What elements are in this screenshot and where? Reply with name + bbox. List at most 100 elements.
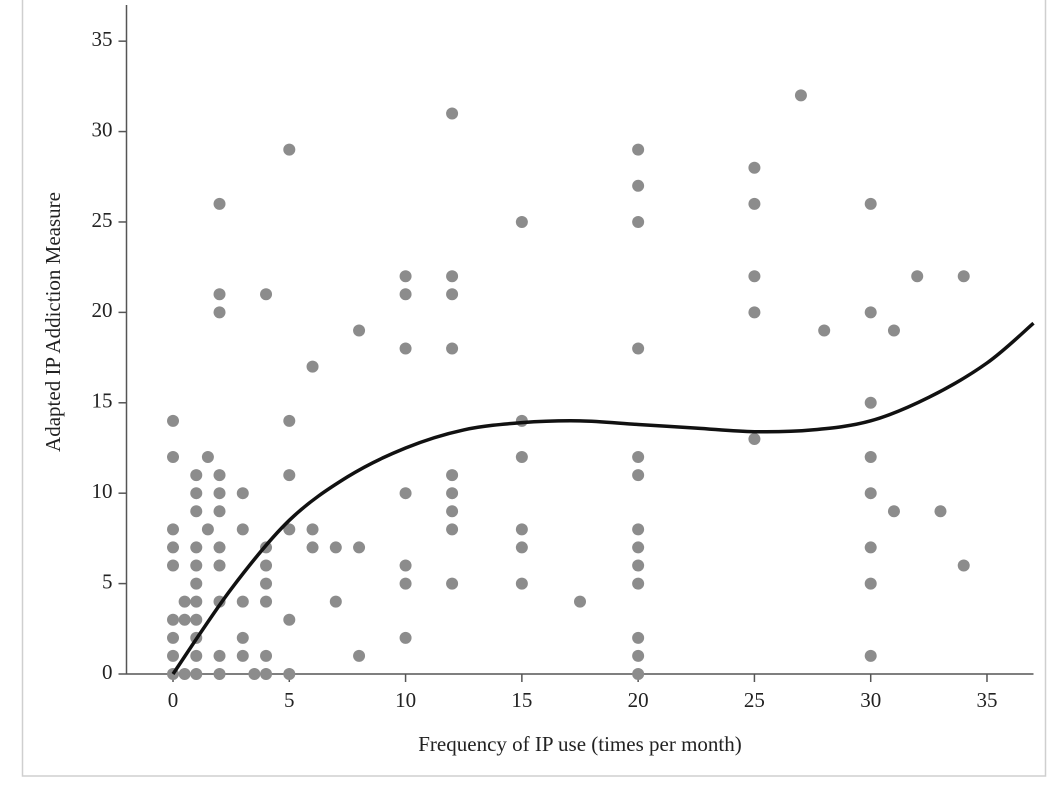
point — [632, 143, 645, 156]
point — [306, 523, 319, 536]
point — [213, 649, 226, 662]
y-tick-label: 5 — [102, 569, 113, 593]
x-tick-label: 20 — [628, 688, 649, 712]
point — [864, 487, 877, 500]
point — [236, 523, 249, 536]
point — [446, 487, 459, 500]
point — [190, 577, 203, 590]
point — [632, 215, 645, 228]
point — [864, 649, 877, 662]
point — [283, 523, 296, 536]
point — [190, 505, 203, 518]
point — [167, 559, 180, 572]
x-tick-label: 0 — [168, 688, 179, 712]
point — [260, 559, 273, 572]
point — [818, 324, 831, 337]
point — [748, 270, 761, 283]
point — [632, 577, 645, 590]
point — [283, 414, 296, 427]
y-tick-label: 10 — [92, 479, 113, 503]
point — [306, 360, 319, 373]
y-axis-label: Adapted IP Addiction Measure — [41, 192, 65, 452]
point — [515, 577, 528, 590]
point — [887, 505, 900, 518]
point — [167, 541, 180, 554]
point — [632, 342, 645, 355]
point — [748, 197, 761, 210]
point — [190, 613, 203, 626]
point — [190, 668, 203, 680]
point — [399, 342, 412, 355]
point — [864, 541, 877, 554]
point — [260, 649, 273, 662]
point — [283, 143, 296, 156]
point — [399, 559, 412, 572]
point — [399, 577, 412, 590]
point — [399, 270, 412, 283]
point — [911, 270, 924, 283]
point — [236, 631, 249, 644]
point — [515, 541, 528, 554]
point — [236, 487, 249, 500]
point — [167, 523, 180, 536]
point — [283, 668, 296, 680]
point — [190, 541, 203, 554]
point — [632, 469, 645, 482]
point — [399, 288, 412, 301]
point — [329, 541, 342, 554]
x-tick-label: 25 — [744, 688, 765, 712]
point — [632, 649, 645, 662]
point — [887, 324, 900, 337]
point — [794, 89, 807, 102]
point — [213, 668, 226, 680]
point — [260, 595, 273, 608]
y-tick-label: 15 — [92, 389, 113, 413]
point — [957, 270, 970, 283]
point — [864, 451, 877, 464]
point — [167, 414, 180, 427]
point — [329, 595, 342, 608]
point — [178, 613, 191, 626]
point — [515, 215, 528, 228]
point — [957, 559, 970, 572]
point — [446, 288, 459, 301]
point — [213, 541, 226, 554]
point — [167, 451, 180, 464]
point — [353, 649, 366, 662]
point — [260, 668, 273, 680]
point — [574, 595, 586, 608]
point — [632, 668, 645, 680]
point — [190, 649, 203, 662]
point — [748, 306, 761, 319]
point — [353, 324, 366, 337]
point — [632, 523, 645, 536]
point — [213, 505, 226, 518]
point — [283, 613, 296, 626]
point — [167, 613, 180, 626]
point — [399, 631, 412, 644]
point — [748, 432, 761, 445]
point — [260, 577, 273, 590]
y-tick-label: 0 — [102, 660, 113, 684]
point — [446, 270, 459, 283]
y-tick-label: 20 — [92, 298, 113, 322]
point — [864, 306, 877, 319]
point — [178, 595, 191, 608]
point — [167, 649, 180, 662]
point — [213, 288, 226, 301]
point — [632, 179, 645, 192]
point — [446, 577, 459, 590]
point — [213, 487, 226, 500]
point — [864, 197, 877, 210]
point — [283, 469, 296, 482]
x-tick-label: 10 — [395, 688, 416, 712]
point — [190, 595, 203, 608]
point — [213, 306, 226, 319]
point — [260, 288, 273, 301]
point — [213, 559, 226, 572]
point — [446, 469, 459, 482]
x-tick-label: 35 — [976, 688, 997, 712]
point — [632, 451, 645, 464]
point — [306, 541, 319, 554]
